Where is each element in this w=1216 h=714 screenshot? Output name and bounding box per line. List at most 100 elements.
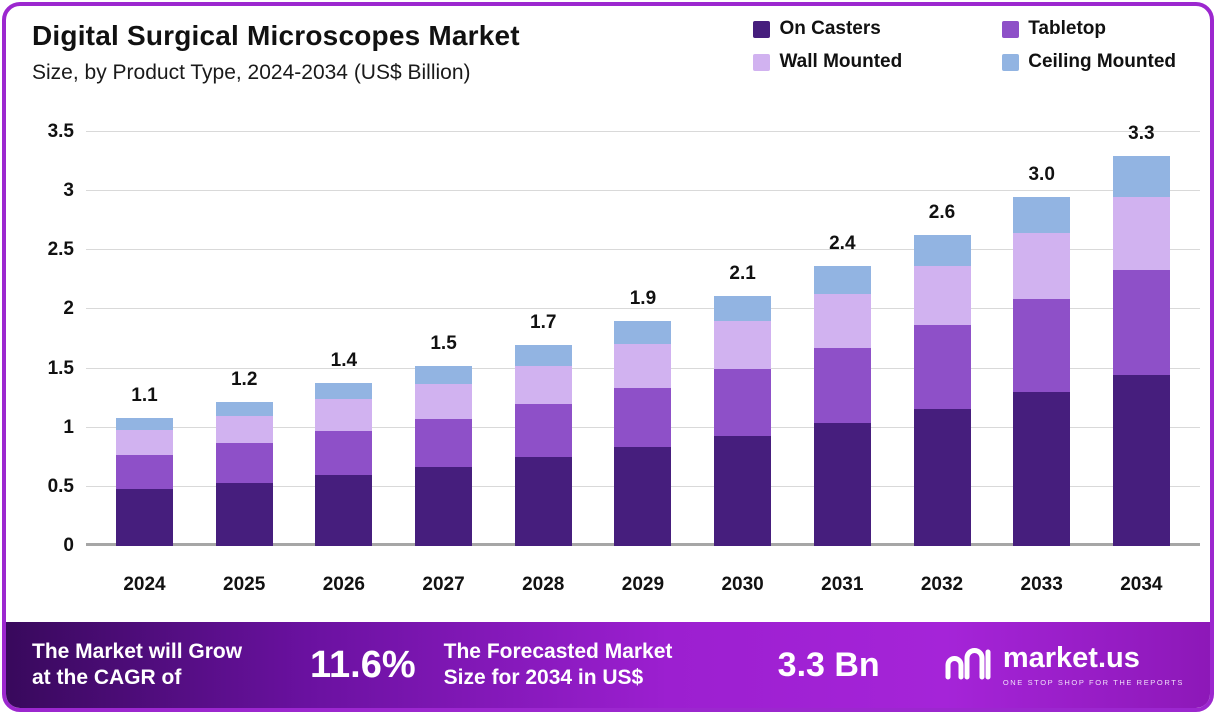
bar-total-label: 2.1 (729, 263, 756, 285)
bar-segment-tabletop (813, 348, 871, 423)
x-axis-label: 2025 (223, 574, 266, 595)
bar-column-2033: 3.0 (1013, 132, 1071, 546)
chart-section: Digital Surgical Microscopes Market Size… (6, 6, 1210, 622)
bar-segment-wall-mounted (1112, 197, 1170, 271)
bar-segment-wall-mounted (813, 294, 871, 349)
bar-segment-on-casters (714, 436, 772, 546)
legend: On Casters Tabletop Wall Mounted Ceiling Mo… (753, 18, 1176, 73)
bar-segment-wall-mounted (913, 265, 971, 325)
y-axis-label: 0.5 (47, 475, 74, 497)
plot-area: 0 0.5 1 1.5 2 2.5 3 3.5 1.1 1.2 1.4 1.5 1.7 1.9 2.1 2.… (22, 106, 1200, 622)
bar-total-label: 2.4 (829, 232, 856, 254)
banner-mid-text: The Forecasted Market Size for 2034 in U… (444, 639, 744, 692)
market-us-logo: market.us ONE STOP SHOP FOR THE REPORTS (943, 641, 1184, 687)
legend-label: Wall Mounted (779, 51, 903, 72)
x-axis-label: 2032 (920, 574, 964, 595)
legend-item-wall-mounted: Wall Mounted (753, 51, 902, 73)
forecast-value: 3.3 Bn (777, 645, 880, 684)
bar-column-2027: 1.5 (415, 132, 473, 546)
chart-title: Digital Surgical Microscopes Market (32, 20, 520, 51)
bar-segment-ceiling-mounted (415, 366, 473, 384)
bar-segment-on-casters (116, 489, 173, 546)
y-axis-label: 1 (63, 416, 74, 438)
legend-item-tabletop: Tabletop (1002, 18, 1176, 40)
y-axis: 0 0.5 1 1.5 2 2.5 3 3.5 (22, 121, 78, 556)
bar-segment-wall-mounted (315, 399, 373, 432)
bar-segment-ceiling-mounted (1112, 155, 1170, 198)
banner-left-text: The Market will Grow at the CAGR of (32, 639, 310, 692)
x-axis-label: 2033 (1020, 574, 1063, 595)
y-axis-label: 3.5 (47, 121, 74, 142)
gridline (86, 131, 1200, 132)
chart-header: Digital Surgical Microscopes Market Size… (6, 6, 1210, 106)
bar-segment-wall-mounted (614, 343, 672, 388)
bar-segment-tabletop (1013, 298, 1071, 393)
bar-total-label: 1.4 (330, 349, 358, 371)
bar-segment-tabletop (913, 324, 971, 409)
x-axis-label: 2031 (821, 574, 864, 595)
y-axis-label: 2 (63, 298, 74, 320)
bar-total-label: 3.0 (1028, 164, 1055, 186)
x-axis: 2024 2025 2026 2027 2028 2029 2030 2031 2032 2033… (86, 574, 1200, 600)
legend-swatch-ceiling-mounted (1002, 53, 1020, 71)
bar-column-2030: 2.1 (714, 132, 772, 546)
bar-total-label: 1.9 (629, 288, 657, 310)
bar-segment-ceiling-mounted (1013, 197, 1071, 233)
y-axis-label: 1.5 (47, 357, 74, 379)
bar-segment-ceiling-mounted (813, 265, 871, 295)
bar-segment-ceiling-mounted (913, 234, 971, 266)
bar-segment-tabletop (514, 404, 572, 458)
x-axis-label: 2029 (621, 574, 665, 595)
bar-total-label: 1.1 (131, 385, 158, 407)
bar-column-2032: 2.6 (913, 132, 971, 546)
bar-segment-on-casters (1112, 374, 1170, 546)
x-axis-label: 2026 (322, 574, 366, 595)
logo-text: market.us (1002, 641, 1140, 674)
bar-segment-tabletop (116, 454, 173, 490)
bar-segment-wall-mounted (415, 383, 473, 420)
bar-segment-ceiling-mounted (714, 296, 772, 322)
bar-segment-tabletop (614, 387, 672, 447)
legend-item-on-casters: On Casters (753, 18, 902, 40)
y-axis-label: 2.5 (47, 239, 74, 261)
gridline (86, 190, 1200, 192)
bar-segment-on-casters (913, 408, 971, 546)
bar-segment-ceiling-mounted (116, 418, 173, 431)
logo-tagline: ONE STOP SHOP FOR THE REPORTS (1002, 677, 1184, 687)
bar-segment-ceiling-mounted (514, 344, 572, 367)
x-axis-label: 2028 (522, 574, 565, 595)
banner-left-line2: at the CAGR of (32, 666, 182, 689)
legend-swatch-wall-mounted (753, 53, 771, 71)
legend-label: Ceiling Mounted (1028, 51, 1176, 72)
bar-segment-wall-mounted (116, 430, 173, 455)
bar-segment-tabletop (315, 431, 373, 476)
chart-subtitle: Size, by Product Type, 2024-2034 (US$ Bi… (32, 61, 471, 84)
legend-swatch-on-casters (753, 20, 771, 38)
grid-area: 1.1 1.2 1.4 1.5 1.7 1.9 2.1 2.4 2.6 3.0 3.3 (86, 123, 1200, 546)
bar-segment-ceiling-mounted (614, 321, 672, 344)
cagr-value: 11.6% (310, 643, 416, 686)
bar-segment-on-casters (514, 457, 572, 546)
bar-column-2026: 1.4 (315, 132, 373, 546)
bar-segment-on-casters (315, 475, 373, 546)
bar-segment-on-casters (614, 446, 672, 546)
bar-segment-wall-mounted (1013, 232, 1071, 299)
legend-label: Tabletop (1028, 18, 1106, 39)
bar-column-2024: 1.1 (116, 132, 173, 546)
legend-swatch-tabletop (1002, 20, 1020, 38)
y-axis-label: 3 (63, 180, 74, 202)
legend-label: On Casters (779, 18, 881, 39)
x-axis-label: 2030 (721, 574, 764, 595)
bar-segment-wall-mounted (215, 415, 273, 444)
market-us-logo-icon (943, 644, 991, 687)
bar-total-label: 2.6 (928, 201, 956, 223)
bar-segment-tabletop (415, 419, 473, 467)
bar-segment-wall-mounted (514, 366, 572, 405)
bar-segment-ceiling-mounted (215, 401, 273, 416)
bar-total-label: 1.2 (230, 368, 258, 390)
bar-total-label: 1.7 (530, 311, 557, 333)
x-axis-label: 2034 (1120, 574, 1163, 595)
y-axis-label: 0 (63, 535, 74, 556)
banner-left-line1: The Market will Grow (32, 639, 243, 663)
